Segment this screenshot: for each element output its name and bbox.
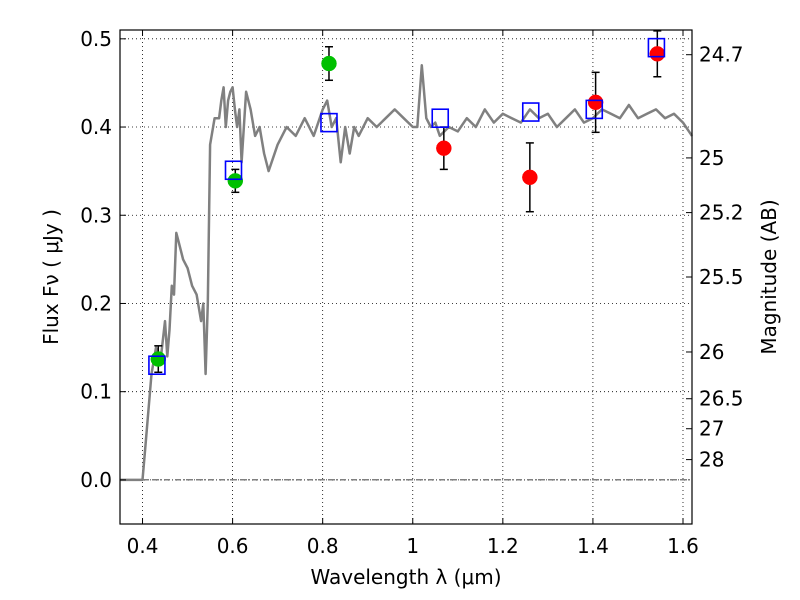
model-photometry-square bbox=[585, 99, 604, 120]
y-tick-label: 0.1 bbox=[80, 380, 112, 404]
plot-frame bbox=[119, 29, 693, 525]
x-tick-label: 0.8 bbox=[307, 534, 339, 558]
x-tick-label: 0.6 bbox=[217, 534, 249, 558]
axis-ticks: 0.4 0.6 0.8 1 1.2 1.4 1.6 0.0 0.1 0.2 0.3 0.4 0.5 24.… bbox=[80, 27, 743, 558]
y-tick-label: 0.3 bbox=[80, 203, 112, 227]
green-data-point bbox=[321, 55, 337, 72]
y-axis-title: Flux Fν ( μJy ) bbox=[39, 209, 63, 345]
right-tick-label: 24.7 bbox=[699, 43, 744, 67]
right-axis-title: Magnitude (AB) bbox=[757, 199, 781, 354]
y-tick-label: 0.2 bbox=[80, 291, 112, 315]
model-photometry-square bbox=[521, 102, 540, 122]
x-tick-label: 1.2 bbox=[487, 534, 519, 558]
right-tick-label: 25 bbox=[699, 146, 724, 170]
model-spectrum-line bbox=[120, 64, 694, 482]
right-tick-label: 28 bbox=[699, 448, 724, 472]
right-tick-label: 25.5 bbox=[699, 265, 744, 289]
model-photometry-square bbox=[320, 112, 338, 133]
model-photometry-square bbox=[148, 355, 166, 376]
x-tick-label: 1.4 bbox=[577, 534, 609, 558]
x-tick-label: 0.4 bbox=[127, 534, 159, 558]
y-tick-label: 0.0 bbox=[80, 468, 112, 492]
x-axis-title: Wavelength λ (μm) bbox=[310, 565, 501, 589]
right-tick-label: 27 bbox=[699, 417, 724, 441]
model-photometry-square bbox=[647, 37, 666, 58]
data-points bbox=[148, 30, 666, 376]
grid-lines bbox=[120, 30, 692, 524]
red-data-point bbox=[587, 94, 604, 111]
model-photometry-square bbox=[224, 160, 243, 181]
model-photometry-square bbox=[431, 108, 450, 129]
y-tick-label: 0.4 bbox=[80, 115, 112, 139]
y-tick-label: 0.5 bbox=[80, 27, 112, 51]
green-data-point bbox=[227, 173, 244, 189]
red-data-point bbox=[522, 169, 538, 186]
right-tick-label: 26.5 bbox=[699, 387, 744, 411]
x-tick-label: 1.6 bbox=[667, 534, 699, 558]
x-tick-label: 1 bbox=[406, 534, 419, 558]
red-data-point bbox=[436, 140, 452, 156]
right-tick-label: 25.2 bbox=[699, 201, 744, 225]
red-data-point bbox=[649, 46, 666, 62]
green-data-point bbox=[150, 351, 167, 367]
right-tick-label: 26 bbox=[699, 340, 724, 364]
model-spectrum bbox=[120, 64, 694, 482]
